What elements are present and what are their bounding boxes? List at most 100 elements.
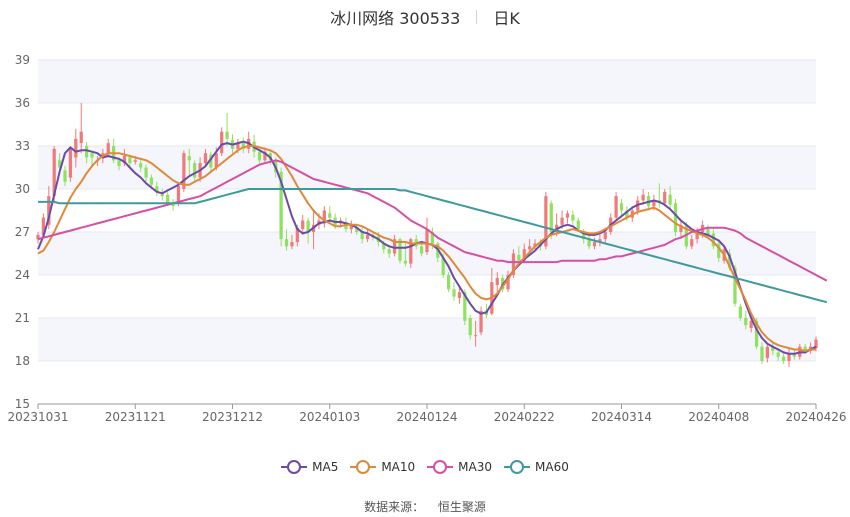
- legend-ma30[interactable]: MA30: [427, 460, 492, 474]
- candle-body: [182, 153, 186, 189]
- candle-body: [122, 156, 127, 164]
- candle-body: [695, 232, 699, 240]
- candle-body: [41, 217, 46, 235]
- legend-ma10-circle: [356, 460, 371, 474]
- grid-band: [38, 318, 816, 361]
- candle-body: [263, 151, 267, 161]
- candle-body: [106, 143, 110, 154]
- candle-body: [117, 160, 121, 167]
- candle-body: [176, 186, 181, 204]
- chart-title: 冰川网络 300533 日K: [0, 6, 850, 28]
- candle-body: [641, 194, 645, 201]
- candle-body: [625, 210, 629, 218]
- legend-ma10-label: MA10: [381, 460, 416, 474]
- candle-body: [382, 243, 386, 250]
- candle-body: [727, 253, 732, 268]
- candle-body: [619, 203, 624, 211]
- candle-body: [203, 153, 208, 164]
- candle-body: [63, 170, 67, 182]
- y-tick-label: 39: [15, 53, 30, 67]
- candle-body: [452, 289, 456, 297]
- candle-body: [290, 242, 294, 247]
- candle-body: [495, 277, 499, 286]
- candle-body: [166, 194, 170, 204]
- legend-ma10[interactable]: MA10: [350, 460, 415, 474]
- candle-body: [360, 232, 364, 240]
- data-source: 数据来源： 恒生聚源: [0, 498, 850, 515]
- legend-ma60-circle: [510, 460, 525, 474]
- candle-body: [133, 160, 137, 162]
- series-line-ma10: [37, 145, 816, 352]
- candle-body: [187, 156, 191, 161]
- candle-body: [571, 214, 575, 221]
- candle-body: [803, 346, 807, 351]
- title-stock: 冰川网络 300533: [330, 9, 461, 28]
- candle-body: [771, 346, 775, 351]
- candle-body: [139, 163, 143, 168]
- candle-body: [738, 306, 742, 318]
- y-tick-label: 24: [15, 268, 30, 282]
- legend-ma60-label: MA60: [535, 460, 569, 474]
- candle-body: [760, 346, 764, 361]
- candle-body: [36, 234, 40, 240]
- candle-body: [57, 160, 62, 168]
- candle-body: [652, 200, 656, 207]
- candle-body: [549, 203, 553, 232]
- candle-body: [614, 196, 618, 218]
- legend-ma30-marker: [427, 460, 454, 474]
- candle-body: [565, 213, 570, 218]
- candle-body: [209, 154, 213, 168]
- y-tick-label: 21: [15, 311, 30, 325]
- candle-body: [301, 220, 305, 230]
- candle-body: [441, 257, 445, 275]
- candle-body: [663, 191, 667, 204]
- candle-body: [392, 239, 397, 254]
- candle-body: [79, 131, 83, 144]
- candle-body: [284, 239, 289, 247]
- legend-ma60[interactable]: MA60: [504, 460, 569, 474]
- legend-ma5[interactable]: MA5: [281, 460, 338, 474]
- candle-body: [690, 239, 694, 247]
- candle-body: [544, 196, 548, 247]
- legend-ma30-label: MA30: [458, 460, 493, 474]
- legend-ma60-marker: [504, 460, 531, 474]
- candle-body: [457, 292, 462, 298]
- legend-ma5-marker: [281, 460, 308, 474]
- candle-body: [560, 217, 564, 225]
- candle-body: [711, 233, 715, 247]
- candle-body: [241, 143, 245, 149]
- candle-body: [776, 352, 780, 357]
- candle-body: [225, 131, 229, 139]
- y-tick-label: 27: [15, 225, 30, 239]
- candle-body: [576, 220, 580, 230]
- candle-body: [717, 243, 721, 258]
- legend-ma5-circle: [287, 460, 302, 474]
- x-tick-label: 20231031: [7, 410, 68, 424]
- candle-body: [47, 196, 51, 225]
- candle-body: [85, 146, 89, 158]
- candle-body: [733, 267, 737, 304]
- title-separator: [476, 10, 478, 24]
- candle-body: [322, 210, 326, 224]
- candle-body: [603, 232, 607, 240]
- candle-body: [787, 353, 791, 361]
- candle-body: [193, 163, 197, 178]
- candle-body: [236, 143, 240, 149]
- grid-band: [38, 146, 816, 189]
- y-tick-label: 30: [15, 182, 30, 196]
- legend-ma30-circle: [433, 460, 448, 474]
- candle-body: [365, 234, 370, 240]
- x-tick-label: 20240426: [785, 410, 846, 424]
- x-tick-label: 20240124: [396, 410, 457, 424]
- y-tick-label: 18: [15, 354, 30, 368]
- y-tick-label: 36: [15, 96, 30, 110]
- candle-body: [214, 153, 218, 168]
- candle-body: [511, 253, 516, 275]
- candle-body: [128, 157, 132, 164]
- candle-body: [679, 224, 683, 232]
- candle-body: [403, 260, 408, 264]
- candle-body: [814, 339, 818, 349]
- series-line-ma60: [38, 188, 828, 304]
- source-value: 恒生聚源: [437, 500, 486, 514]
- candle-body: [506, 275, 510, 290]
